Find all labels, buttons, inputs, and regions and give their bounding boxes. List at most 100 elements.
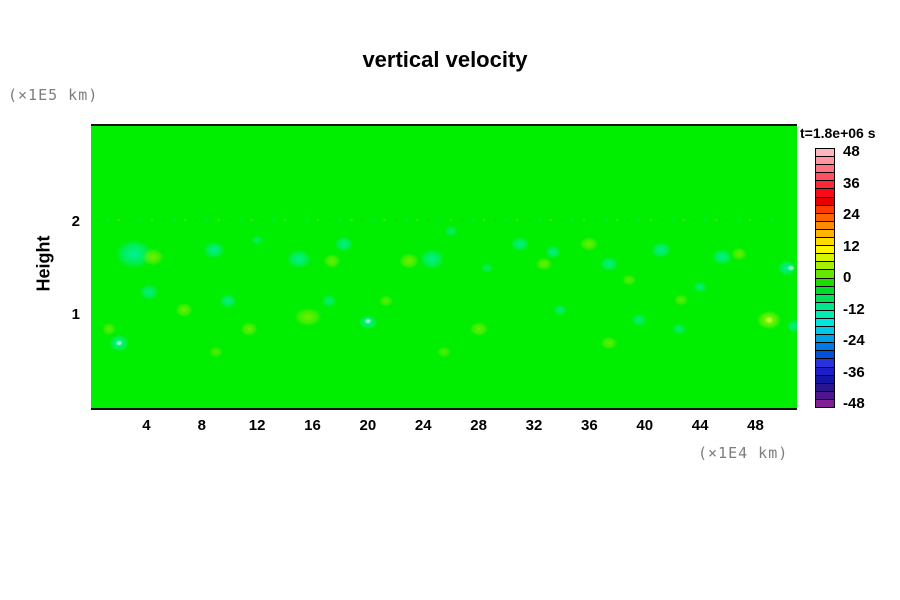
heatmap-blob [690,279,711,295]
x-tick-label: 44 [691,417,709,434]
x-axis-unit-label: (×1E4 km) [698,444,789,462]
heatmap-speckle [216,217,221,223]
heatmap-blob [477,261,496,276]
heatmap-speckle [337,217,343,223]
heatmap-blob [236,318,261,339]
colorbar-tick-label: 12 [843,237,860,255]
colorbar-segment [816,351,834,360]
heatmap-speckle [171,217,177,223]
colorbar-segment [816,238,834,247]
colorbar-tick-label: -48 [843,395,865,412]
colorbar-tick-label: -36 [843,363,865,381]
x-tick-label: 4 [142,417,151,434]
colorbar-tick-label: -24 [843,332,865,349]
heatmap-blob [375,292,396,309]
colorbar-segment [816,157,834,166]
heatmap-speckle [481,217,487,223]
heatmap-blob [434,344,454,361]
colorbar-segment [816,286,834,295]
heatmap-speckle [747,217,753,223]
y-axis-unit-label: (×1E5 km) [8,86,99,104]
heatmap-speckle [659,217,664,223]
heatmap-speckle [127,217,133,223]
y-tick-label: 1 [71,305,80,323]
heatmap-blob [319,250,344,271]
heatmap-speckle [581,217,587,223]
chart-title: vertical velocity [362,47,528,72]
heatmap-blob [647,238,676,261]
heatmap-speckle [681,217,686,223]
heatmap-speckle [459,217,465,223]
heatmap-speckle [703,217,708,223]
colorbar-segment [816,229,834,239]
heatmap-plot-area [91,124,797,410]
heatmap-speckle [404,217,409,223]
heatmap-speckle [393,217,398,223]
heatmap-speckle [548,217,553,223]
heatmap-speckle [515,217,520,223]
heatmap-blob [395,249,424,272]
heatmap-speckle [304,217,310,223]
heatmap-blob [205,344,226,361]
x-tick-label: 32 [525,417,543,434]
heatmap-speckle [636,217,642,223]
heatmap-blob [783,317,797,336]
heatmap-speckle [271,217,277,223]
colorbar-segment [816,335,834,344]
colorbar-segment [816,391,834,400]
heatmap-speckle [526,217,531,223]
heatmap-blob [595,253,622,274]
heatmap-speckle [282,217,288,223]
heatmap-speckle [227,217,232,223]
heatmap-speckle [725,217,731,223]
heatmap-blob [576,234,603,255]
heatmap-speckle [559,217,564,223]
heatmap-blob [199,237,230,262]
heatmap-blob [465,318,492,339]
heatmap-speckle [503,217,509,223]
heatmap-blob [774,257,797,280]
y-axis-label: Height [33,235,54,292]
colorbar-segment [816,302,834,311]
colorbar-segment [816,375,834,384]
colorbar-tick-label: 0 [843,269,852,286]
colorbar-tick-label: 48 [843,143,860,160]
heatmap-blob [136,280,163,303]
heatmap-blob [727,244,750,263]
colorbar-segment [816,165,834,174]
colorbar-time-label: t=1.8e+06 s [800,125,876,141]
colorbar-segment [816,149,834,158]
heatmap-blob [362,317,373,326]
heatmap-speckle [570,217,576,223]
heatmap-speckle [647,217,653,223]
heatmap-speckle [736,217,742,223]
colorbar-tick-label: -12 [843,300,865,318]
heatmap-blob [550,302,571,319]
heatmap-blob [331,233,358,256]
heatmap-blob [596,333,621,352]
heatmap-blob [113,338,124,347]
heatmap-speckle [182,217,188,223]
colorbar-segment [816,383,834,392]
colorbar-segment [816,173,834,182]
heatmap-speckle [625,217,631,223]
colorbar-segment [816,270,834,279]
heatmap-speckle [382,217,387,223]
colorbar-segment [816,294,834,303]
heatmap-speckle [769,217,775,223]
colorbar-segment [816,205,834,214]
heatmap-speckle [537,217,542,223]
heatmap-blob [763,314,776,325]
heatmap-blob [531,254,556,273]
colorbar-segment [816,221,834,230]
heatmap-blob [216,290,241,311]
heatmap-blob [281,246,316,273]
heatmap-blob [669,320,690,337]
heatmap-speckle [105,217,110,223]
colorbar-segment [816,246,834,255]
heatmap-blob [98,319,119,338]
heatmap-blob [171,300,196,321]
heatmap-blob [786,264,797,273]
heatmap-speckle [492,217,498,223]
heatmap-speckle [326,217,332,223]
